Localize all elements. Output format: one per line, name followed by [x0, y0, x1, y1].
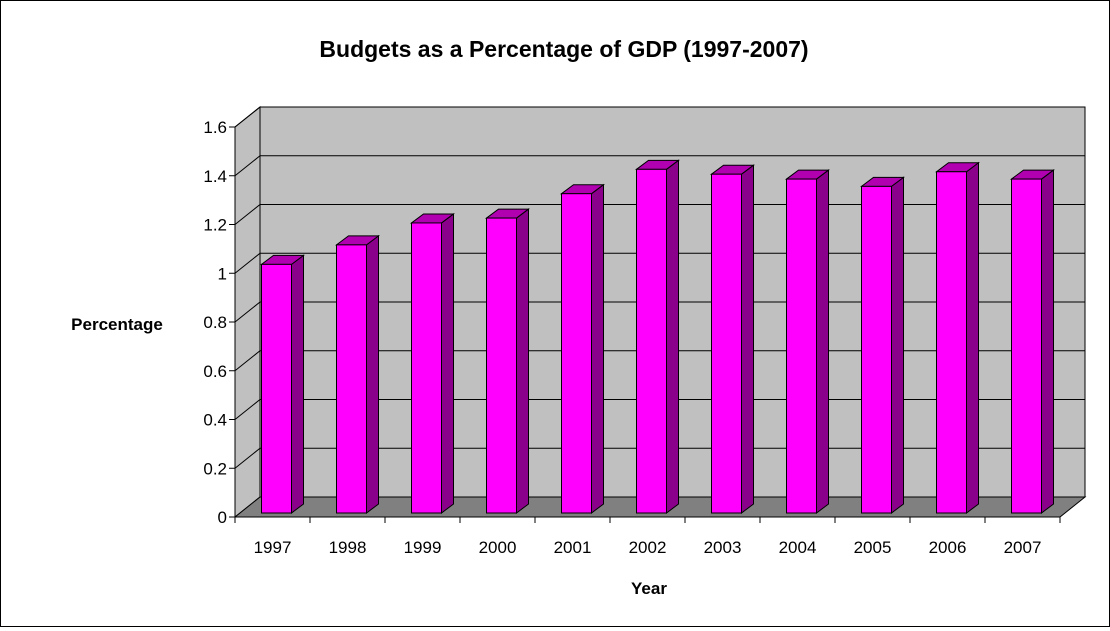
bar-2000	[485, 208, 530, 514]
bar-2002	[635, 159, 680, 514]
x-tick-label: 2003	[704, 538, 742, 557]
y-tick-label: 1.6	[203, 118, 227, 137]
y-tick-label: 1.2	[203, 216, 227, 235]
bar-front	[636, 168, 667, 514]
y-axis-title: Percentage	[71, 315, 163, 334]
bar-side	[966, 161, 979, 514]
bar-2007	[1010, 169, 1055, 514]
gridline-side	[234, 204, 261, 225]
gridline-side	[234, 350, 261, 372]
chart-title: Budgets as a Percentage of GDP (1997-200…	[319, 36, 808, 62]
x-tick-label: 2005	[854, 538, 892, 557]
bar-front	[711, 173, 742, 514]
y-tick-label: 0.4	[203, 411, 227, 430]
bar-side	[441, 212, 454, 514]
bar-2006	[935, 161, 980, 514]
bar-front	[936, 171, 967, 514]
y-tick-label: 0.2	[203, 459, 227, 478]
y-tick-label: 0.8	[203, 313, 227, 332]
x-tick-label: 2001	[554, 538, 592, 557]
bar-front	[786, 178, 817, 514]
bar-front	[861, 185, 892, 514]
gridline-side	[234, 252, 261, 274]
bar-front	[336, 244, 367, 514]
bar-side	[1041, 169, 1054, 514]
y-tick-label: 1.4	[203, 167, 227, 186]
bar-side	[741, 164, 754, 514]
x-tick-label: 1998	[329, 538, 367, 557]
x-tick-label: 2006	[929, 538, 967, 557]
bar-front	[1011, 178, 1042, 514]
bar-front	[561, 193, 592, 514]
plot-area: 0 0.2 0.4 0.6 0.8 1 1.2 1.4 1.6 1997 1998 1999 2000 2…	[203, 105, 1087, 557]
bar-side	[666, 159, 679, 514]
gridline-side	[234, 399, 261, 420]
gridline-side	[234, 447, 261, 469]
x-tick-label: 1999	[404, 538, 442, 557]
bar-1998	[335, 234, 380, 514]
bar-side	[816, 169, 829, 514]
bar-side	[516, 208, 529, 514]
bar-2001	[560, 183, 605, 514]
bar-front	[411, 222, 442, 514]
gridline-side	[234, 301, 261, 323]
x-tick-label: 1997	[254, 538, 292, 557]
y-tick-label: 0	[218, 508, 227, 527]
x-tick-label: 2000	[479, 538, 517, 557]
bar-2005	[860, 176, 905, 514]
x-axis-title: Year	[631, 579, 667, 598]
y-tick-label: 0.6	[203, 362, 227, 381]
bar-1999	[410, 212, 455, 514]
bar-side	[291, 254, 304, 514]
bar-side	[591, 183, 604, 514]
bar-side	[366, 234, 379, 514]
gridline-side	[234, 106, 261, 128]
gridline-side	[234, 155, 261, 177]
bar-2004	[785, 169, 830, 514]
bar-side	[891, 176, 904, 514]
bar-front	[486, 217, 517, 514]
bar-front	[261, 263, 292, 514]
bar-2003	[710, 164, 755, 514]
x-tick-label: 2007	[1004, 538, 1042, 557]
x-tick-label: 2002	[629, 538, 667, 557]
x-tick-label: 2004	[779, 538, 817, 557]
bar-1997	[260, 254, 305, 514]
y-tick-label: 1	[218, 264, 227, 283]
